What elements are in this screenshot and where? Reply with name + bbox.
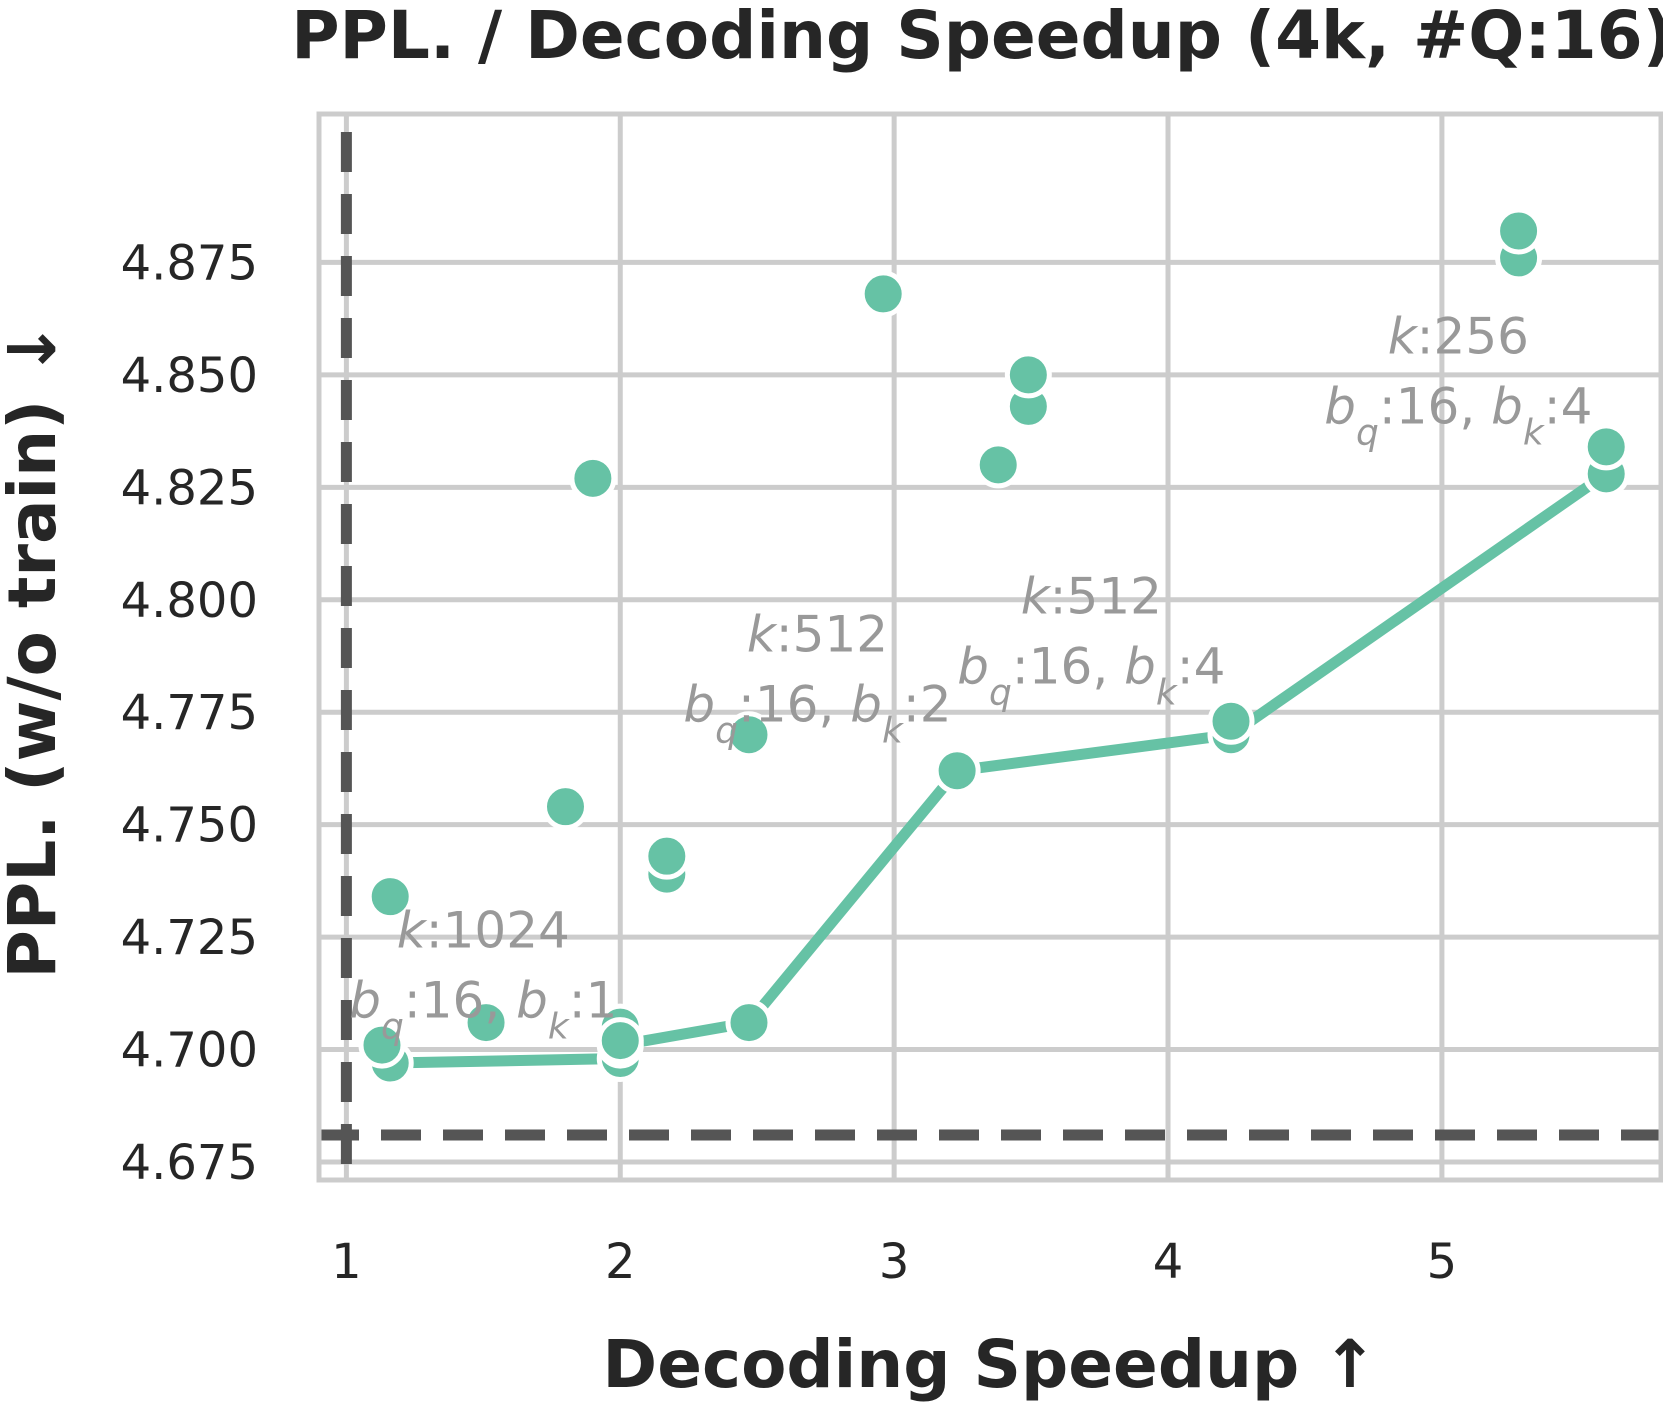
reference-lines — [319, 132, 1661, 1180]
annotation-line2: bq:16, bk:2 — [683, 675, 951, 751]
data-point — [596, 1017, 644, 1065]
y-tick-label: 4.700 — [121, 1023, 258, 1079]
y-tick-label: 4.725 — [121, 910, 258, 966]
x-axis-label: Decoding Speedup ↑ — [602, 1326, 1377, 1403]
x-tick-label: 4 — [1153, 1234, 1184, 1290]
data-point — [725, 711, 773, 759]
annotations: k:1024 bq:16, bk:1 k:512 bq:16, bk:2 k:512 bq… — [349, 308, 1592, 1047]
x-tick-label: 1 — [331, 1234, 362, 1290]
data-point — [358, 1021, 406, 1069]
data-point — [462, 999, 510, 1047]
x-tick-label: 5 — [1427, 1234, 1458, 1290]
data-point — [366, 873, 414, 921]
frontier-series — [366, 450, 1630, 1087]
data-point — [541, 783, 589, 831]
points-series — [358, 207, 1630, 1069]
annotation-line2: bq:16, bk:4 — [1324, 378, 1592, 454]
data-point — [1207, 697, 1255, 745]
y-tick-labels: 4.675 4.700 4.725 4.750 4.775 4.800 4.825 4.850… — [121, 235, 258, 1191]
annotation-line2: bq:16, bk:4 — [957, 638, 1225, 714]
data-point — [859, 270, 907, 318]
annotation-line2: bq:16, bk:1 — [349, 971, 617, 1047]
data-point — [569, 454, 617, 502]
y-axis-label: PPL. (w/o train) ↓ — [0, 321, 71, 978]
data-point — [1495, 207, 1543, 255]
y-tick-label: 4.775 — [121, 685, 258, 741]
y-tick-label: 4.800 — [121, 573, 258, 629]
data-point — [1004, 351, 1052, 399]
annotation-line1: k:1024 — [397, 901, 570, 959]
frontier-point — [725, 999, 773, 1047]
annotation-line1: k:256 — [1388, 308, 1529, 366]
y-tick-label: 4.875 — [121, 235, 258, 291]
data-point — [974, 441, 1022, 489]
grid — [319, 114, 1661, 1180]
x-tick-label: 2 — [605, 1234, 636, 1290]
frontier-point — [933, 747, 981, 795]
y-tick-label: 4.825 — [121, 460, 258, 516]
x-tick-label: 3 — [879, 1234, 910, 1290]
y-tick-label: 4.750 — [121, 798, 258, 854]
data-point — [1582, 423, 1630, 471]
chart-title: PPL. / Decoding Speedup (4k, #Q:16) — [291, 0, 1663, 74]
annotation-line1: k:512 — [747, 605, 888, 663]
annotation-line1: k:512 — [1021, 568, 1162, 626]
y-tick-label: 4.675 — [121, 1135, 258, 1191]
y-tick-label: 4.850 — [121, 348, 258, 404]
data-point — [643, 832, 691, 880]
plot-frame — [316, 111, 1663, 1183]
x-tick-labels: 1 2 3 4 5 — [331, 1234, 1457, 1290]
